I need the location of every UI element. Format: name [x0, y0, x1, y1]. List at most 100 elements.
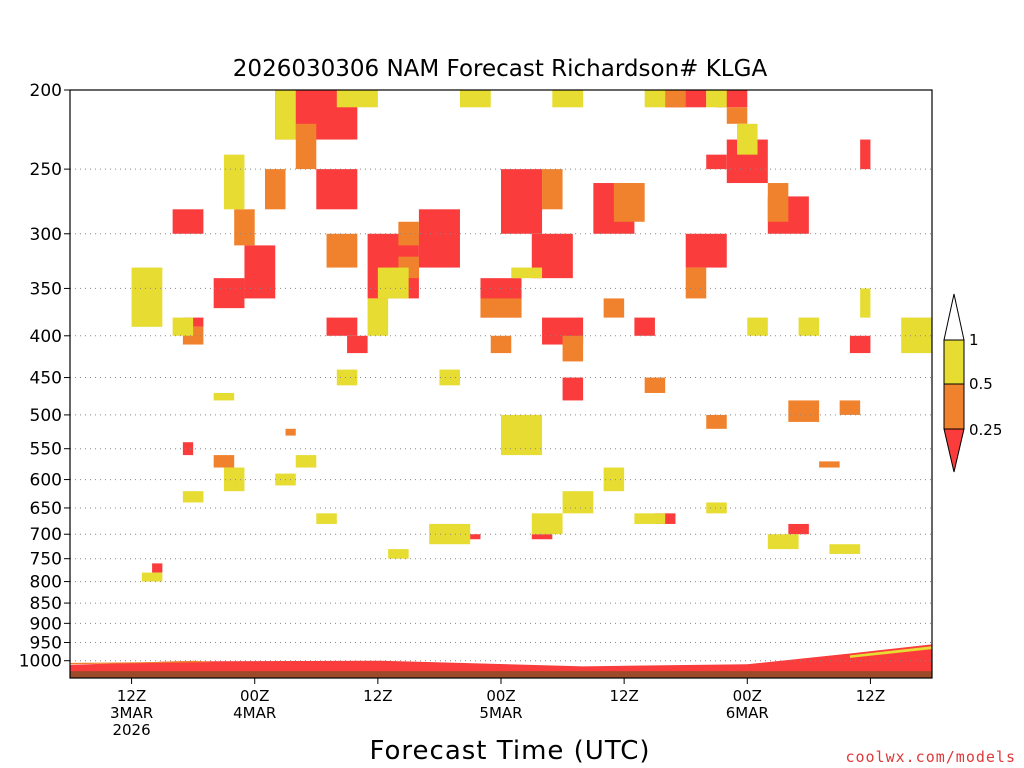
x-tick-label-0-2: 2026 [112, 721, 150, 739]
cell-2-31 [316, 513, 337, 524]
y-tick-label-800: 800 [30, 573, 62, 593]
cell-2-7 [552, 90, 584, 108]
series-1 [182, 90, 861, 468]
y-tick-label-600: 600 [30, 471, 62, 491]
cell-0-1 [316, 169, 358, 210]
x-tick-label-2-0: 12Z [363, 687, 392, 705]
cell-2-12 [798, 317, 820, 336]
y-tick-label-650: 650 [30, 499, 62, 519]
cell-2-28 [429, 523, 471, 545]
cell-2-20 [439, 369, 460, 386]
cell-1-15 [490, 335, 512, 354]
cell-1-0 [295, 123, 317, 170]
legend-label-1: 1 [969, 331, 979, 349]
cell-1-13 [562, 335, 584, 362]
credit-text[interactable]: coolwx.com/models [845, 748, 1016, 766]
cell-2-4 [336, 90, 378, 108]
cell-2-22 [562, 491, 594, 514]
x-tick-label-1-0: 00Z [240, 687, 269, 705]
y-tick-label-750: 750 [30, 550, 62, 570]
cell-2-13 [860, 288, 871, 318]
cell-1-11 [685, 267, 707, 299]
legend-bin-red [943, 428, 965, 473]
y-tick-label-300: 300 [30, 225, 62, 245]
y-tick-label-950: 950 [30, 634, 62, 654]
x-axis-label: Forecast Time (UTC) [369, 736, 650, 766]
cell-2-0 [131, 267, 163, 327]
cell-2-11 [747, 317, 768, 336]
cell-2-17 [295, 455, 317, 468]
cell-2-35 [213, 392, 235, 401]
cell-2-8 [644, 90, 666, 108]
cell-2-2 [223, 154, 245, 210]
cell-1-9 [726, 107, 748, 124]
legend-bin-yellow [943, 339, 965, 385]
cell-0-17 [213, 278, 245, 309]
cell-1-20 [839, 400, 861, 415]
cell-1-19 [819, 461, 840, 468]
cell-0-31 [152, 563, 163, 573]
cell-2-3 [275, 90, 296, 140]
y-tick-label-350: 350 [30, 279, 62, 299]
cell-0-3 [418, 209, 460, 268]
cell-0-30 [860, 139, 871, 170]
cell-1-18 [788, 400, 820, 422]
cell-0-12 [685, 233, 727, 268]
cell-1-23 [285, 428, 296, 436]
x-tick-label-5-1: 6MAR [726, 704, 769, 722]
cell-2-16 [223, 467, 245, 492]
cell-0-18 [172, 209, 204, 234]
cell-2-15 [932, 268, 942, 318]
legend-label-0.25: 0.25 [969, 421, 1002, 439]
cell-0-4 [501, 169, 543, 234]
cell-2-14 [901, 317, 932, 354]
y-tick-label-850: 850 [30, 594, 62, 614]
cell-2-9 [706, 90, 727, 108]
cell-2-19 [367, 298, 389, 336]
cell-1-8 [665, 90, 686, 108]
cell-2-6 [459, 90, 491, 108]
y-tick-label-400: 400 [30, 327, 62, 347]
cell-0-13 [634, 317, 655, 336]
bl-red-band [70, 644, 932, 675]
cell-0-22 [347, 335, 368, 354]
legend-bin-white [943, 293, 965, 341]
cell-2-24 [634, 513, 666, 524]
cell-2-29 [531, 513, 563, 535]
series-0 [152, 90, 871, 573]
cell-1-7 [613, 183, 645, 222]
y-tick-label-900: 900 [30, 614, 62, 634]
y-tick-label-250: 250 [30, 160, 62, 180]
y-tick-label-500: 500 [30, 406, 62, 426]
boundary-layer [70, 644, 932, 678]
surface-terrain [70, 671, 932, 678]
cell-1-22 [213, 455, 235, 468]
y-tick-label-550: 550 [30, 440, 62, 460]
x-tick-label-5-0: 00Z [733, 687, 762, 705]
cell-1-6 [542, 169, 563, 210]
y-axis: 200 250 300 350 400 450 500 550 600 650 700 750 8008… [19, 81, 70, 672]
cell-2-26 [767, 534, 799, 550]
x-tick-label-0-1: 3MAR [110, 704, 153, 722]
x-tick-label-3-1: 5MAR [479, 704, 522, 722]
cell-2-33 [141, 572, 163, 582]
y-tick-label-200: 200 [30, 81, 62, 101]
cell-0-21 [531, 534, 553, 540]
cell-2-18 [336, 369, 358, 386]
legend-label-0.5: 0.5 [969, 375, 993, 393]
cell-0-26 [562, 377, 584, 401]
cell-0-20 [182, 442, 194, 456]
cell-1-17 [706, 414, 727, 429]
cell-1-5 [480, 298, 522, 318]
cell-0-23 [706, 154, 727, 170]
x-tick-label-4-0: 12Z [609, 687, 638, 705]
cell-2-30 [182, 491, 204, 503]
cell-1-3 [326, 233, 358, 268]
cell-2-27 [829, 544, 861, 554]
cell-1-2 [264, 169, 286, 210]
cell-1-1 [234, 209, 255, 246]
bl-yellow-band [849, 646, 932, 658]
x-tick-label-1-1: 4MAR [233, 704, 276, 722]
cell-2-32 [388, 549, 409, 559]
